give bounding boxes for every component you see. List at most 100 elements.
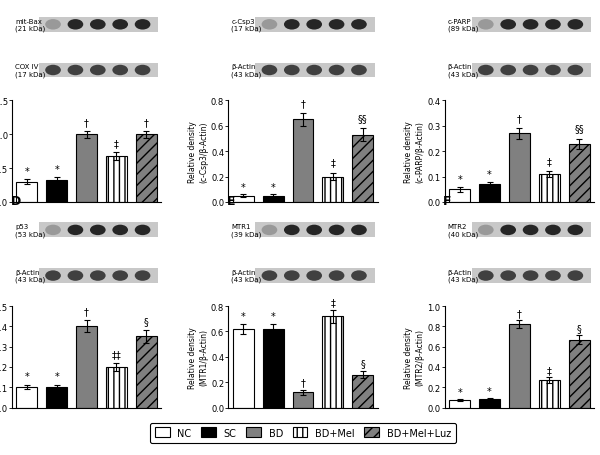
Text: *: * — [457, 388, 462, 398]
Bar — [106, 367, 127, 408]
Ellipse shape — [545, 271, 561, 281]
Ellipse shape — [478, 20, 494, 30]
Text: §: § — [577, 324, 581, 334]
Text: *: * — [487, 170, 492, 180]
Bar — [539, 380, 560, 408]
Bar — [255, 18, 374, 33]
Ellipse shape — [262, 225, 277, 236]
Text: §: § — [144, 317, 149, 327]
Text: β-Actin
(43 kDa): β-Actin (43 kDa) — [448, 64, 478, 77]
Text: β-Actin
(43 kDa): β-Actin (43 kDa) — [448, 269, 478, 283]
Ellipse shape — [262, 20, 277, 30]
Text: *: * — [25, 167, 29, 177]
Bar — [293, 120, 313, 202]
Bar — [539, 175, 560, 202]
Text: C: C — [443, 0, 452, 3]
Y-axis label: Relative density
(MTR2/β-Actin): Relative density (MTR2/β-Actin) — [404, 326, 425, 388]
Bar — [16, 182, 37, 202]
Text: COX IV
(17 kDa): COX IV (17 kDa) — [15, 64, 46, 77]
Ellipse shape — [523, 271, 538, 281]
Bar — [255, 223, 374, 238]
Bar — [106, 157, 127, 202]
Bar — [233, 329, 254, 408]
Text: §§: §§ — [574, 124, 584, 134]
Bar — [255, 63, 374, 78]
Ellipse shape — [262, 271, 277, 281]
Bar — [479, 399, 500, 408]
Bar — [472, 18, 591, 33]
Text: †: † — [517, 308, 522, 318]
Text: ‡: ‡ — [547, 365, 551, 375]
Ellipse shape — [45, 271, 61, 281]
Ellipse shape — [112, 271, 128, 281]
Text: A: A — [11, 0, 20, 3]
Ellipse shape — [45, 20, 61, 30]
Ellipse shape — [284, 20, 299, 30]
Bar — [352, 136, 373, 202]
Text: β-Actin
(43 kDa): β-Actin (43 kDa) — [232, 269, 262, 283]
Text: *: * — [55, 371, 59, 381]
Ellipse shape — [568, 225, 583, 236]
Text: §: § — [360, 359, 365, 369]
Ellipse shape — [262, 66, 277, 76]
Ellipse shape — [545, 66, 561, 76]
Ellipse shape — [478, 271, 494, 281]
Ellipse shape — [135, 225, 151, 236]
Text: *: * — [241, 312, 245, 322]
Text: §§: §§ — [358, 114, 368, 124]
Text: †: † — [517, 114, 522, 124]
Ellipse shape — [284, 66, 299, 76]
Bar — [472, 63, 591, 78]
Bar — [449, 190, 470, 202]
Ellipse shape — [351, 66, 367, 76]
Ellipse shape — [90, 66, 106, 76]
Ellipse shape — [545, 20, 561, 30]
Bar — [509, 134, 530, 202]
Bar — [39, 268, 158, 283]
Ellipse shape — [568, 20, 583, 30]
Text: †: † — [301, 99, 305, 109]
Bar — [263, 329, 284, 408]
Text: ‡: ‡ — [331, 158, 335, 168]
Text: E: E — [227, 195, 235, 208]
Y-axis label: Relative density
(MTR1/β-Actin): Relative density (MTR1/β-Actin) — [188, 326, 208, 388]
Text: mit-Bax
(21 kDa): mit-Bax (21 kDa) — [15, 19, 45, 32]
Text: c-PARP
(89 kDa): c-PARP (89 kDa) — [448, 19, 478, 32]
Ellipse shape — [135, 20, 151, 30]
Legend: NC, SC, BD, BD+Mel, BD+Mel+Luz: NC, SC, BD, BD+Mel, BD+Mel+Luz — [150, 423, 456, 443]
Ellipse shape — [90, 20, 106, 30]
Ellipse shape — [329, 225, 344, 236]
Text: ‡: ‡ — [547, 157, 551, 167]
Bar — [569, 144, 590, 202]
Ellipse shape — [307, 20, 322, 30]
Ellipse shape — [568, 66, 583, 76]
Text: †: † — [301, 377, 305, 387]
Ellipse shape — [568, 271, 583, 281]
Bar — [263, 196, 284, 202]
Ellipse shape — [523, 20, 538, 30]
Ellipse shape — [135, 66, 151, 76]
Ellipse shape — [523, 225, 538, 236]
Text: ‡‡: ‡‡ — [112, 349, 121, 359]
Bar — [255, 268, 374, 283]
Ellipse shape — [135, 271, 151, 281]
Ellipse shape — [500, 66, 516, 76]
Bar — [472, 268, 591, 283]
Bar — [16, 387, 37, 408]
Ellipse shape — [478, 66, 494, 76]
Text: β-Actin
(43 kDa): β-Actin (43 kDa) — [15, 269, 45, 283]
Bar — [322, 317, 343, 408]
Bar — [479, 185, 500, 202]
Bar — [352, 375, 373, 408]
Ellipse shape — [351, 20, 367, 30]
Ellipse shape — [307, 225, 322, 236]
Bar — [76, 327, 97, 408]
Text: c-Csp3
(17 kDa): c-Csp3 (17 kDa) — [232, 19, 262, 32]
Text: β-Actin
(43 kDa): β-Actin (43 kDa) — [232, 64, 262, 77]
Ellipse shape — [500, 20, 516, 30]
Ellipse shape — [68, 271, 83, 281]
Ellipse shape — [90, 225, 106, 236]
Ellipse shape — [329, 20, 344, 30]
Text: D: D — [11, 195, 21, 208]
Text: B: B — [227, 0, 236, 3]
